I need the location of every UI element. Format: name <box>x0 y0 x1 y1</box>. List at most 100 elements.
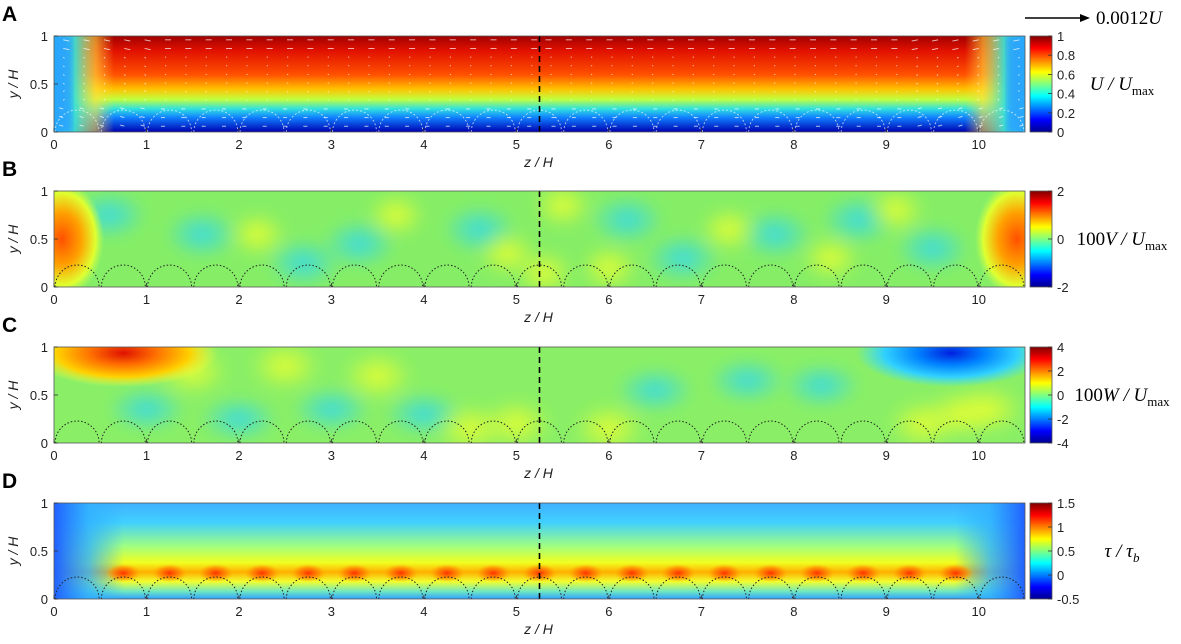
x-tick-label: 3 <box>328 292 335 307</box>
x-tick-label: 2 <box>235 448 242 463</box>
x-tick-label: 1 <box>143 448 150 463</box>
heatmap-field <box>54 347 1025 443</box>
y-tick-label: 1 <box>41 496 48 511</box>
x-tick-label: 0 <box>50 604 57 619</box>
stress-hotspots <box>105 564 974 583</box>
colorbar-tick-label: 1 <box>1057 520 1064 535</box>
x-tick-label: 0 <box>50 448 57 463</box>
x-tick-label: 9 <box>883 137 890 152</box>
y-axis-label: y / H <box>5 536 21 567</box>
y-tick-label: 1 <box>41 340 48 355</box>
panel-letter: A <box>2 3 17 26</box>
x-tick-label: 0 <box>50 137 57 152</box>
x-tick-label: 10 <box>972 604 986 619</box>
x-axis-label: z / H <box>523 309 554 325</box>
y-axis-label: y / H <box>5 224 21 255</box>
y-tick-label: 0.5 <box>30 232 48 247</box>
x-tick-label: 2 <box>235 604 242 619</box>
x-tick-label: 1 <box>143 137 150 152</box>
roughness-elements <box>54 109 1025 132</box>
x-axis-label: z / H <box>523 621 554 637</box>
x-tick-label: 2 <box>235 292 242 307</box>
x-tick-label: 9 <box>883 448 890 463</box>
y-tick-label: 0 <box>41 125 48 140</box>
panel-C: 0 1 2 3 4 5 6 7 8 9 10 0 0.5 1 z / H y / H C 4 2 0 -2 -4 100W … <box>2 314 1170 481</box>
colorbar-tick-label: 0.2 <box>1057 106 1075 121</box>
y-tick-label: 0 <box>41 592 48 607</box>
panel-letter: C <box>2 314 17 337</box>
x-tick-label: 1 <box>143 292 150 307</box>
colorbar-tick-label: 0 <box>1057 125 1064 140</box>
x-tick-label: 7 <box>698 604 705 619</box>
x-tick-label: 1 <box>143 604 150 619</box>
x-tick-label: 6 <box>605 604 612 619</box>
colorbar-tick-label: 4 <box>1057 340 1064 355</box>
colorbar: 4 2 0 -2 -4 <box>1029 340 1069 451</box>
x-tick-label: 6 <box>605 292 612 307</box>
y-tick-label: 0.5 <box>30 388 48 403</box>
colorbar: 1 0.8 0.6 0.4 0.2 0 <box>1029 29 1075 140</box>
panel-letter: D <box>2 470 17 493</box>
colorbar-tick-label: -0.5 <box>1057 592 1079 607</box>
x-tick-label: 6 <box>605 137 612 152</box>
x-tick-label: 9 <box>883 292 890 307</box>
x-tick-label: 3 <box>328 604 335 619</box>
y-tick-label: 0.5 <box>30 544 48 559</box>
colorbar-tick-label: 0 <box>1057 388 1064 403</box>
x-tick-label: 4 <box>420 137 427 152</box>
colorbar-tick-label: 0.8 <box>1057 48 1075 63</box>
x-tick-label: 3 <box>328 137 335 152</box>
colorbar: 1.5 1 0.5 0 -0.5 <box>1029 496 1079 607</box>
heatmap-field <box>54 191 1025 287</box>
panel-B: 0 1 2 3 4 5 6 7 8 9 10 0 0.5 1 z / H y / H B 2 0 -2 100V / U… <box>2 158 1168 325</box>
y-tick-label: 1 <box>41 29 48 44</box>
y-tick-label: 0 <box>41 436 48 451</box>
x-tick-label: 10 <box>972 137 986 152</box>
x-axis-label: z / H <box>523 465 554 481</box>
colorbar-tick-label: 0 <box>1057 568 1064 583</box>
x-tick-label: 0 <box>50 292 57 307</box>
panel-letter: B <box>2 158 17 181</box>
x-tick-label: 10 <box>972 292 986 307</box>
colorbar: 2 0 -2 <box>1029 184 1069 295</box>
x-tick-label: 8 <box>790 448 797 463</box>
x-tick-label: 5 <box>513 292 520 307</box>
colorbar-label: U / Umax <box>1090 74 1155 98</box>
y-axis-label: y / H <box>5 380 21 411</box>
colorbar-tick-label: 0 <box>1057 232 1064 247</box>
colorbar-tick-label: 0.5 <box>1057 544 1075 559</box>
x-tick-label: 8 <box>790 604 797 619</box>
colorbar-label: 100W / Umax <box>1074 385 1170 409</box>
colorbar-tick-label: 2 <box>1057 364 1064 379</box>
colorbar-label: 100V / Umax <box>1077 229 1168 253</box>
x-axis-label: z / H <box>523 154 554 170</box>
colorbar-tick-label: 0.6 <box>1057 67 1075 82</box>
x-tick-label: 7 <box>698 292 705 307</box>
x-tick-label: 6 <box>605 448 612 463</box>
y-tick-label: 0 <box>41 280 48 295</box>
x-tick-label: 5 <box>513 137 520 152</box>
x-tick-label: 8 <box>790 137 797 152</box>
reference-vector-label: 0.0012U <box>1096 8 1163 29</box>
x-tick-label: 5 <box>513 604 520 619</box>
roughness-elements <box>54 420 1025 443</box>
x-tick-label: 7 <box>698 448 705 463</box>
panel-D: 0 1 2 3 4 5 6 7 8 9 10 0 0.5 1 z / H y / H D 1.5 1 0.5 0 -0.5… <box>2 470 1140 637</box>
colorbar-tick-label: 2 <box>1057 184 1064 199</box>
colorbar-tick-label: 1.5 <box>1057 496 1075 511</box>
x-tick-label: 2 <box>235 137 242 152</box>
colorbar-label: τ / τb <box>1105 541 1140 565</box>
x-tick-label: 4 <box>420 604 427 619</box>
x-tick-label: 10 <box>972 448 986 463</box>
y-axis-label: y / H <box>5 69 21 100</box>
panel-A: 0 1 2 3 4 5 6 7 8 9 10 0 0.5 1 z / H y / H A 1 0.8 0.6 0.4 0.… <box>2 3 1155 170</box>
x-tick-label: 9 <box>883 604 890 619</box>
reference-vector: 0.0012U <box>1025 8 1163 29</box>
x-tick-label: 8 <box>790 292 797 307</box>
colorbar-tick-label: -2 <box>1057 280 1069 295</box>
y-tick-label: 0.5 <box>30 77 48 92</box>
colorbar-tick-label: 1 <box>1057 29 1064 44</box>
colorbar-tick-label: -2 <box>1057 412 1069 427</box>
